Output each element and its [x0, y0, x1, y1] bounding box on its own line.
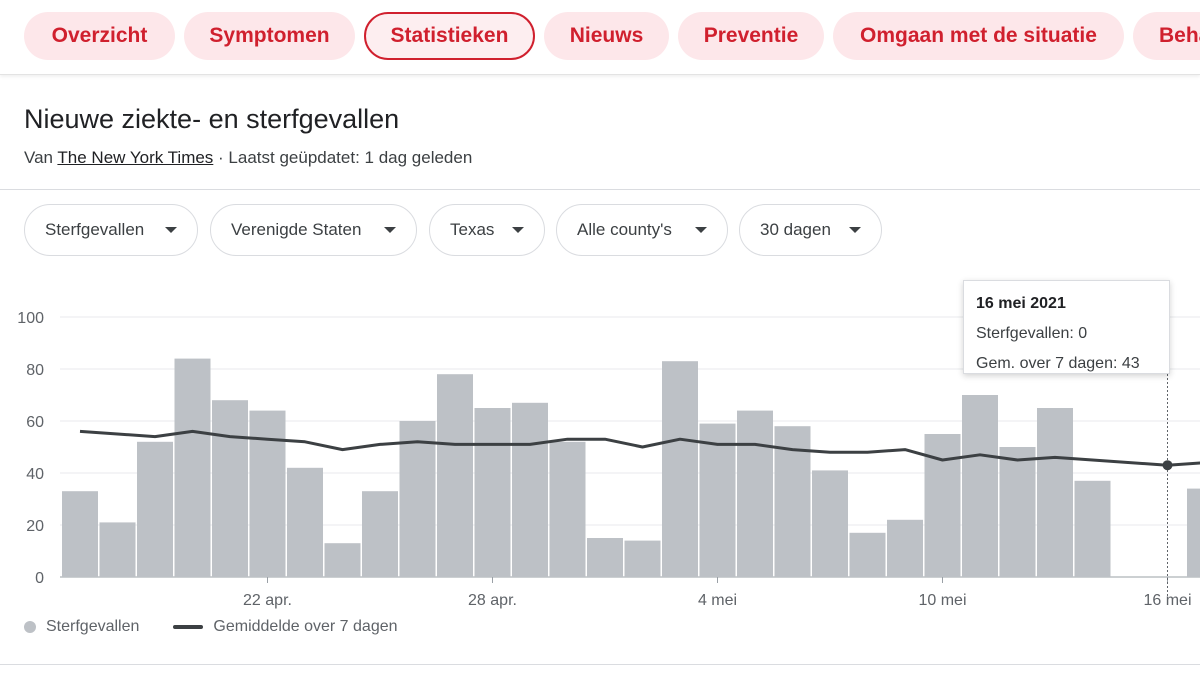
bar — [1037, 408, 1073, 577]
bar — [324, 543, 361, 577]
bar — [474, 408, 511, 577]
deaths-chart[interactable]: 0 20 40 60 80 100 22 apr. 28 apr. 4 mei 10 mei 16 … — [0, 290, 1200, 615]
y-tick-label: 20 — [26, 518, 44, 535]
divider — [0, 664, 1200, 665]
country-filter[interactable]: Verenigde Staten — [210, 204, 417, 256]
bar — [62, 491, 98, 577]
tab-nieuws[interactable]: Nieuws — [544, 12, 669, 60]
bar — [399, 421, 436, 577]
bar — [962, 395, 998, 577]
bar — [699, 423, 736, 577]
tab-symptomen[interactable]: Symptomen — [184, 12, 355, 60]
county-filter[interactable]: Alle county's — [556, 204, 728, 256]
bar — [99, 522, 136, 577]
bar — [1074, 480, 1111, 577]
chart-legend: Sterfgevallen Gemiddelde over 7 dagen — [24, 618, 398, 636]
legend-line-swatch — [173, 625, 204, 629]
bar — [137, 441, 173, 577]
county-filter-label: Alle county's — [577, 220, 672, 239]
tooltip-date: 16 mei 2021 — [976, 295, 1066, 312]
y-tick-label: 80 — [26, 362, 44, 379]
bar — [437, 374, 473, 577]
legend-bars-label: Sterfgevallen — [46, 618, 140, 635]
bar — [812, 470, 848, 577]
tab-preventie[interactable]: Preventie — [678, 12, 824, 60]
tooltip-deaths: Sterfgevallen: 0 — [976, 325, 1088, 342]
source-line: Van The New York Times · Laatst geüpdate… — [24, 148, 472, 168]
tab-statistieken[interactable]: Statistieken — [364, 12, 535, 60]
bar — [999, 447, 1036, 577]
last-updated: · Laatst geüpdatet: 1 dag geleden — [213, 148, 473, 167]
metric-filter[interactable]: Sterfgevallen — [24, 204, 198, 256]
bar — [737, 410, 773, 577]
bar — [887, 519, 923, 577]
hover-point — [1162, 460, 1173, 471]
legend-bar-swatch — [24, 621, 36, 633]
x-tick-label: 22 apr. — [243, 592, 292, 609]
dropdown-arrow-icon — [695, 227, 707, 233]
y-tick-label: 40 — [26, 466, 44, 483]
state-filter[interactable]: Texas — [429, 204, 545, 256]
x-tick-label: 16 mei — [1143, 592, 1191, 609]
section-tabs: Overzicht Symptomen Statistieken Nieuws … — [0, 0, 1200, 75]
period-filter-label: 30 dagen — [760, 220, 831, 239]
y-tick-label: 0 — [35, 570, 44, 587]
bar — [624, 540, 661, 577]
metric-filter-label: Sterfgevallen — [45, 220, 145, 239]
source-link[interactable]: The New York Times — [57, 148, 214, 167]
legend-line-label: Gemiddelde over 7 dagen — [213, 618, 398, 635]
y-tick-label: 100 — [17, 310, 44, 327]
bar — [287, 467, 323, 577]
bar — [849, 532, 886, 577]
x-tick-label: 10 mei — [918, 592, 966, 609]
bar — [174, 358, 211, 577]
x-tick-label: 28 apr. — [468, 592, 517, 609]
dropdown-arrow-icon — [512, 227, 524, 233]
bar — [549, 441, 586, 577]
tooltip-average: Gem. over 7 dagen: 43 — [976, 355, 1140, 372]
bar — [662, 361, 698, 577]
bar — [587, 538, 623, 577]
tab-omgaan-met-de-situatie[interactable]: Omgaan met de situatie — [833, 12, 1124, 60]
bar — [212, 400, 248, 577]
divider — [0, 189, 1200, 190]
y-tick-label: 60 — [26, 414, 44, 431]
period-filter[interactable]: 30 dagen — [739, 204, 882, 256]
chart-tooltip: 16 mei 2021 Sterfgevallen: 0 Gem. over 7… — [963, 280, 1170, 374]
bar — [249, 410, 286, 577]
dropdown-arrow-icon — [165, 227, 177, 233]
average-line — [79, 429, 1200, 467]
page-title: Nieuwe ziekte- en sterfgevallen — [24, 104, 400, 134]
tab-overzicht[interactable]: Overzicht — [24, 12, 175, 60]
bar — [362, 491, 398, 577]
bar — [512, 402, 548, 577]
dropdown-arrow-icon — [849, 227, 861, 233]
state-filter-label: Texas — [450, 220, 495, 239]
dropdown-arrow-icon — [384, 227, 396, 233]
tab-behandeling[interactable]: Beha — [1133, 12, 1200, 60]
bar — [1187, 488, 1200, 577]
x-tick-label: 4 mei — [698, 592, 737, 609]
source-prefix: Van — [24, 148, 58, 167]
country-filter-label: Verenigde Staten — [231, 220, 362, 239]
